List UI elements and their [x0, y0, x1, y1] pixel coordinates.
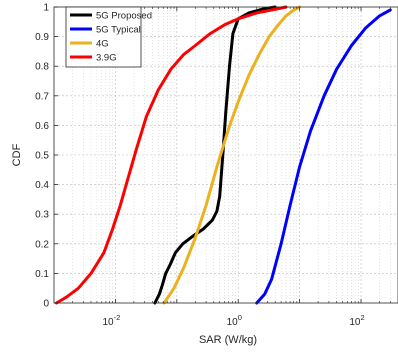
y-tick-label: 0.9 — [35, 32, 49, 43]
y-tick-label: 0.3 — [35, 210, 49, 221]
x-tick-label: 102 — [349, 313, 364, 328]
x-tick-label: 10-2 — [103, 313, 121, 328]
y-tick-label: 0.4 — [35, 180, 49, 191]
legend-label: 5G Typical — [96, 25, 141, 36]
series-line-3 — [162, 5, 302, 305]
x-tick-label: 100 — [227, 313, 242, 328]
series-line-1 — [153, 5, 277, 305]
legend-label: 4G — [96, 39, 109, 50]
x-axis-label: SAR (W/kg) — [199, 334, 257, 346]
legend: 5G Proposed 5G Typical 4G 3.9G — [65, 6, 152, 68]
y-tick-label: 0.7 — [35, 91, 49, 102]
y-tick-label: 1 — [43, 3, 49, 14]
y-tick-label: 0.6 — [35, 121, 49, 132]
y-tick-label: 0 — [43, 299, 49, 310]
y-tick-label: 0.1 — [35, 269, 49, 280]
legend-label: 5G Proposed — [96, 11, 152, 22]
y-tick-label: 0.2 — [35, 239, 49, 250]
y-tick-label: 0.8 — [35, 62, 49, 73]
y-axis-label: CDF — [11, 143, 23, 166]
y-tick-label: 0.5 — [35, 151, 49, 162]
legend-label: 3.9G — [96, 53, 117, 64]
series-line-4 — [55, 5, 288, 305]
series-lines — [55, 5, 392, 305]
series-line-2 — [255, 8, 392, 305]
axis-ticks: 0 0.1 0.2 0.3 0.4 0.5 0.6 0.7 0.8 0.9 1 10-2 100 102 — [35, 3, 391, 328]
